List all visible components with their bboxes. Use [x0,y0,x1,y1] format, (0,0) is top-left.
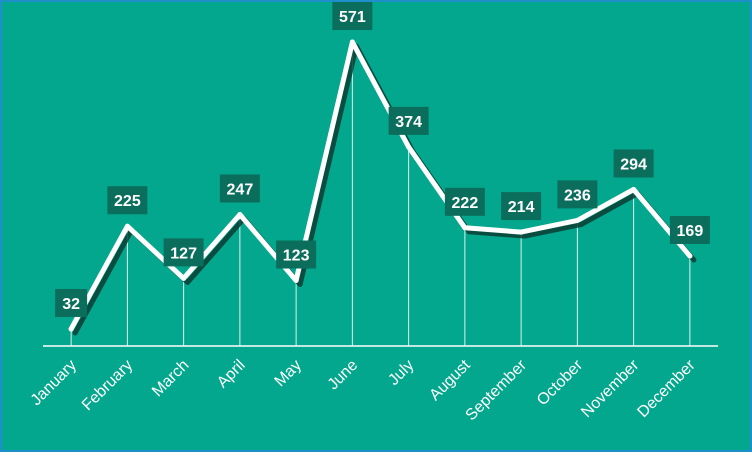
data-point-march [181,275,187,281]
data-point-april [237,211,243,217]
data-label-box [669,216,710,245]
data-point-june [349,39,355,45]
data-label-box [55,288,88,317]
data-label-box [163,238,204,267]
data-label-value: 222 [452,195,479,212]
data-label-july: 374 [388,106,429,135]
data-label-box [557,180,598,209]
series-line [68,39,693,332]
data-label-value: 169 [677,223,704,240]
data-label-december: 169 [669,216,710,245]
data-label-march: 127 [163,238,204,267]
data-label-value: 127 [170,245,197,262]
data-point-december [687,253,693,259]
data-point-february [124,223,130,229]
data-point-september [518,229,524,235]
series-layer [68,39,697,336]
data-point-october [574,217,580,223]
data-label-box [107,186,148,215]
data-label-box [388,106,429,135]
data-point-august [462,225,468,231]
data-label-box [219,174,260,203]
data-label-february: 225 [107,186,148,215]
data-label-august: 222 [444,187,485,216]
data-label-box [444,187,485,216]
drop-lines [70,42,691,346]
data-label-june: 571 [332,2,373,30]
data-label-box [332,2,373,30]
data-point-november [631,186,637,192]
data-label-value: 374 [395,114,422,131]
data-point-may [293,278,299,284]
data-point-january [68,326,74,332]
data-label-box [613,149,654,178]
data-label-value: 571 [339,9,366,26]
data-label-box [276,240,317,269]
data-label-november: 294 [613,149,654,178]
data-label-value: 247 [227,181,254,198]
data-label-september: 214 [501,192,542,221]
data-label-april: 247 [219,174,260,203]
data-label-value: 214 [508,199,535,216]
data-point-july [406,144,412,150]
data-label-value: 32 [62,296,80,313]
data-labels: 32 225 127 247 123 571 374 222 214 236 294 169 [55,2,710,317]
data-label-january: 32 [55,288,88,317]
data-label-box [501,192,542,221]
data-label-value: 294 [620,156,647,173]
data-label-may: 123 [276,240,317,269]
data-label-value: 123 [283,248,310,265]
data-label-value: 225 [114,193,141,210]
data-label-october: 236 [557,180,598,209]
data-label-value: 236 [564,187,591,204]
